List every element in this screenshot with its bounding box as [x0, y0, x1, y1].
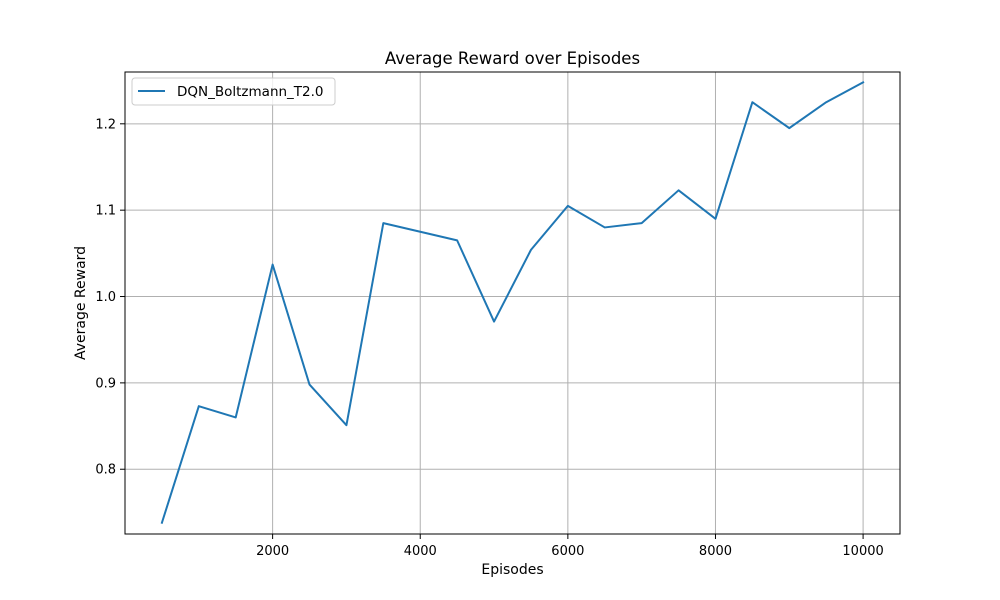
y-tick-label: 1.1 — [95, 204, 116, 219]
series-layer — [160, 81, 865, 525]
data-point — [161, 522, 163, 524]
data-point — [862, 81, 864, 83]
y-axis-ticks: 0.8 0.9 1.0 1.1 1.2 — [95, 117, 125, 478]
data-point — [235, 416, 237, 418]
x-tick-label: 4000 — [404, 544, 437, 559]
x-tick-label: 6000 — [551, 544, 584, 559]
y-tick-label: 1.2 — [95, 117, 116, 132]
legend-box — [131, 77, 336, 106]
y-gridlines — [125, 123, 900, 470]
data-point — [419, 231, 421, 233]
data-point — [567, 205, 569, 207]
x-tick-label: 10000 — [842, 544, 883, 559]
y-tick-label: 0.8 — [95, 463, 116, 478]
legend-label: DQN_Boltzmann_T2.0 — [177, 84, 324, 100]
data-point — [309, 384, 311, 386]
y-tick-label: 1.0 — [95, 290, 116, 305]
x-axis-ticks: 2000 4000 6000 8000 10000 — [256, 534, 884, 559]
data-point — [198, 405, 200, 407]
x-gridlines — [272, 72, 864, 534]
data-point — [345, 424, 347, 426]
data-point — [456, 239, 458, 241]
data-point — [382, 222, 384, 224]
data-point — [788, 127, 790, 129]
data-point — [493, 321, 495, 323]
x-tick-label: 2000 — [256, 544, 289, 559]
series-line — [160, 81, 865, 525]
data-point — [751, 101, 753, 103]
plot-frame — [124, 71, 901, 535]
x-axis-label: Episodes — [481, 562, 543, 578]
data-point — [678, 189, 680, 191]
data-point — [714, 218, 716, 220]
legend: DQN_Boltzmann_T2.0 — [131, 77, 336, 106]
y-axis-label: Average Reward — [73, 246, 89, 360]
data-point — [604, 226, 606, 228]
data-point — [272, 264, 274, 266]
data-point — [825, 101, 827, 103]
y-tick-label: 0.9 — [95, 376, 116, 391]
data-point — [641, 222, 643, 224]
data-point — [530, 249, 532, 251]
chart-title: Average Reward over Episodes — [385, 49, 640, 68]
x-tick-label: 8000 — [699, 544, 732, 559]
